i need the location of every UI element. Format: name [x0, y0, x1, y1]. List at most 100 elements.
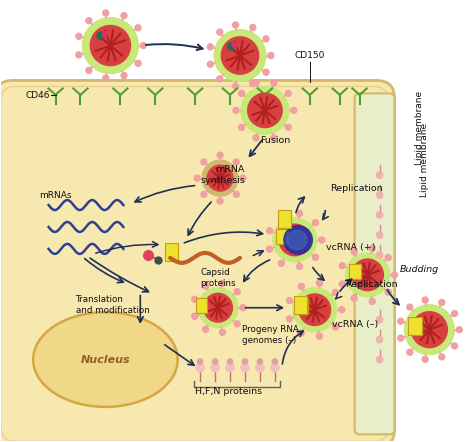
Circle shape: [273, 218, 317, 262]
Circle shape: [263, 36, 269, 42]
Circle shape: [191, 313, 198, 319]
Circle shape: [207, 44, 213, 50]
Circle shape: [351, 295, 357, 301]
Circle shape: [204, 293, 232, 322]
Circle shape: [233, 191, 239, 197]
Circle shape: [102, 32, 107, 37]
Circle shape: [240, 175, 246, 181]
Circle shape: [407, 349, 413, 355]
Text: Lipid membrane: Lipid membrane: [420, 123, 429, 197]
Circle shape: [233, 107, 239, 113]
Circle shape: [452, 343, 457, 349]
Circle shape: [339, 307, 345, 312]
Circle shape: [376, 356, 383, 363]
Text: vcRNA (–): vcRNA (–): [332, 320, 378, 329]
Text: Translation
and modification: Translation and modification: [75, 295, 149, 315]
Circle shape: [76, 33, 82, 39]
Bar: [408, 317, 422, 335]
Circle shape: [278, 260, 284, 266]
Circle shape: [219, 329, 225, 335]
Circle shape: [194, 175, 200, 181]
Circle shape: [234, 321, 240, 327]
Circle shape: [271, 80, 277, 86]
Text: CD46: CD46: [26, 91, 50, 100]
Circle shape: [228, 43, 235, 50]
Circle shape: [385, 289, 391, 295]
Text: H,F,N proteins: H,F,N proteins: [195, 387, 262, 396]
Circle shape: [287, 230, 307, 250]
Circle shape: [439, 300, 445, 305]
Circle shape: [369, 298, 375, 305]
Text: Fusion: Fusion: [260, 136, 290, 145]
Circle shape: [278, 213, 284, 220]
Circle shape: [352, 259, 383, 291]
Circle shape: [255, 363, 264, 372]
Circle shape: [210, 363, 219, 372]
Circle shape: [240, 305, 246, 311]
Circle shape: [97, 32, 104, 39]
Circle shape: [207, 61, 213, 67]
Circle shape: [232, 43, 237, 48]
Circle shape: [234, 289, 240, 295]
Circle shape: [332, 324, 338, 330]
Circle shape: [398, 335, 404, 341]
Circle shape: [140, 42, 146, 49]
Circle shape: [439, 354, 445, 360]
Circle shape: [266, 246, 273, 252]
Text: mRNA
synthesis: mRNA synthesis: [200, 165, 245, 185]
Circle shape: [284, 226, 312, 254]
Circle shape: [202, 326, 209, 332]
Circle shape: [298, 283, 304, 290]
Circle shape: [407, 304, 413, 310]
Text: mRNAs: mRNAs: [38, 191, 71, 200]
Circle shape: [241, 87, 289, 134]
Text: CD150: CD150: [295, 51, 325, 60]
Circle shape: [201, 159, 207, 165]
Circle shape: [121, 72, 127, 79]
Circle shape: [376, 212, 383, 218]
Circle shape: [76, 52, 82, 58]
Ellipse shape: [33, 312, 178, 407]
Bar: [165, 243, 178, 261]
Circle shape: [86, 68, 92, 73]
Circle shape: [207, 165, 233, 191]
Bar: [294, 296, 307, 314]
Circle shape: [191, 296, 198, 302]
Text: Replication: Replication: [330, 183, 383, 193]
Text: Progeny RNA
genomes (–): Progeny RNA genomes (–): [242, 325, 299, 345]
Circle shape: [422, 297, 428, 303]
Circle shape: [285, 90, 292, 96]
Circle shape: [217, 198, 223, 204]
Circle shape: [219, 280, 225, 286]
Circle shape: [196, 363, 205, 372]
Circle shape: [297, 210, 302, 217]
Circle shape: [285, 124, 292, 130]
Circle shape: [103, 75, 109, 81]
Circle shape: [272, 358, 278, 365]
Circle shape: [317, 280, 322, 286]
Circle shape: [250, 80, 256, 87]
Circle shape: [242, 358, 248, 365]
Circle shape: [226, 363, 235, 372]
Bar: [349, 264, 361, 279]
Circle shape: [376, 191, 383, 198]
Circle shape: [263, 69, 269, 75]
Circle shape: [369, 245, 375, 251]
Circle shape: [217, 29, 223, 35]
Circle shape: [238, 90, 245, 96]
Circle shape: [240, 363, 249, 372]
Circle shape: [298, 330, 304, 336]
Circle shape: [202, 283, 209, 289]
Circle shape: [253, 80, 259, 86]
Circle shape: [233, 83, 238, 89]
Circle shape: [91, 26, 130, 66]
Circle shape: [103, 10, 109, 16]
Circle shape: [198, 288, 238, 328]
Circle shape: [293, 288, 337, 332]
Circle shape: [346, 253, 390, 297]
Circle shape: [86, 18, 92, 24]
Circle shape: [279, 224, 310, 256]
Circle shape: [422, 356, 428, 362]
Circle shape: [376, 316, 383, 323]
Circle shape: [456, 327, 462, 333]
